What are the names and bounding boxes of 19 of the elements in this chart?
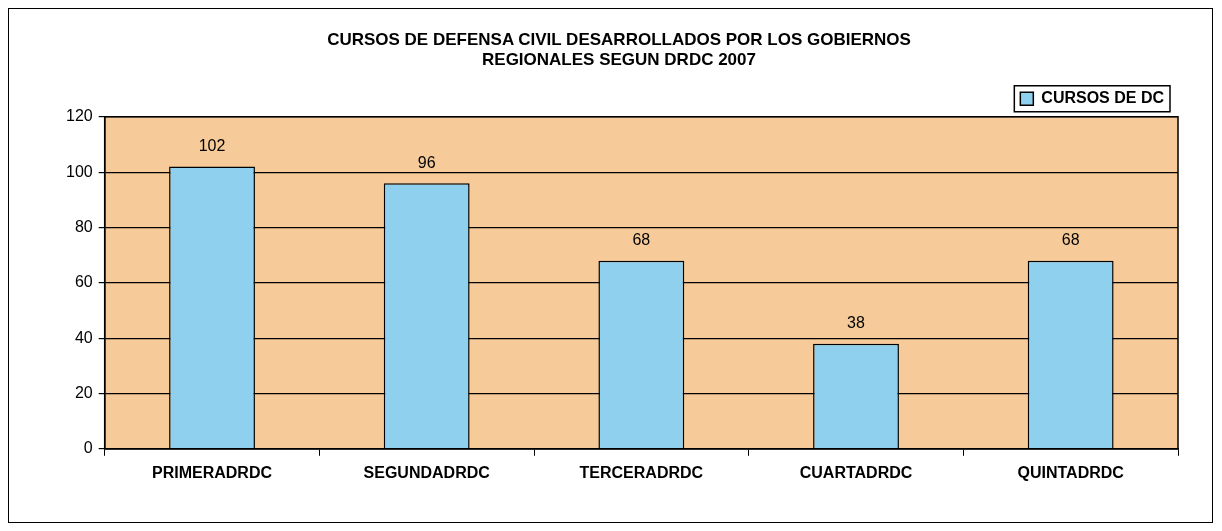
y-tick-label: 0 bbox=[83, 439, 93, 457]
data-label: 102 bbox=[198, 137, 226, 155]
y-tick-label: 80 bbox=[74, 217, 93, 235]
x-tick-label: QUINTADRDC bbox=[1017, 463, 1125, 481]
x-tick-label: CUARTADRDC bbox=[799, 463, 913, 481]
y-tick-label: 100 bbox=[65, 162, 93, 180]
data-label: 68 bbox=[632, 231, 651, 249]
y-tick-label: 60 bbox=[74, 273, 93, 291]
x-tick-label: SEGUNDADRDC bbox=[363, 463, 491, 481]
chart-title: CURSOS DE DEFENSA CIVIL DESARROLLADOS POR LOS GOBIERNOS REGIONALES SEGUN DRDC 2007 bbox=[327, 29, 911, 70]
x-tick-label: PRIMERADRDC bbox=[152, 463, 273, 481]
legend-label: CURSOS DE DC bbox=[1041, 89, 1165, 107]
y-tick-label: 40 bbox=[74, 328, 93, 346]
data-label: 38 bbox=[847, 314, 866, 332]
x-tick-label: TERCERADRDC bbox=[579, 463, 704, 481]
y-tick-label: 20 bbox=[74, 383, 93, 401]
data-label: 96 bbox=[417, 153, 436, 171]
data-label: 68 bbox=[1061, 231, 1080, 249]
y-tick-label: 120 bbox=[65, 107, 93, 125]
